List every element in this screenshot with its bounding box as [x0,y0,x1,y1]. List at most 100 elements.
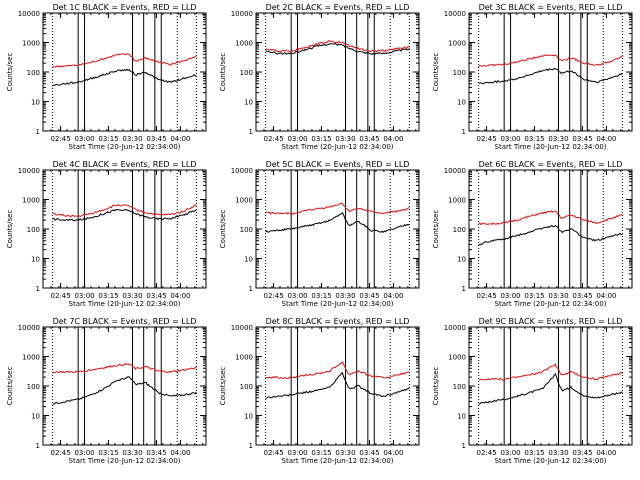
panel-1: Det 1C BLACK = Events, RED = LLD 1 10 100 10… [6,3,207,151]
x-tick-label: 04:00 [596,135,616,143]
x-tick-label: 03:30 [548,135,568,143]
y-tick-label: 10 [457,413,466,421]
x-tick-label: 03:00 [287,135,307,143]
x-axis-label: Start Time (20-Jun-12 02:34:00) [69,143,181,151]
x-tick-label: 03:45 [359,292,379,300]
lld-series-line [478,363,623,381]
panel-6: Det 6C BLACK = Events, RED = LLD 1 10 100 10… [432,160,633,308]
y-axis-label: Counts/sec [219,53,227,92]
x-tick-label: 03:00 [500,449,520,457]
y-axis-label: Counts/sec [432,53,440,92]
x-axis-label: Start Time (20-Jun-12 02:34:00) [282,300,394,308]
y-tick-label: 10000 [18,10,40,18]
y-tick-label: 10 [457,99,466,107]
x-tick-label: 02:45 [50,449,70,457]
x-tick-label: 04:00 [596,449,616,457]
lld-series-line [265,361,410,380]
x-tick-label: 03:30 [122,135,142,143]
panel-title: Det 1C BLACK = Events, RED = LLD [53,3,197,12]
y-tick-label: 100 [453,383,466,391]
y-tick-label: 100 [27,226,40,234]
y-tick-label: 10 [244,99,253,107]
x-tick-label: 04:00 [383,135,403,143]
x-tick-label: 03:45 [572,135,592,143]
x-tick-label: 03:30 [122,449,142,457]
panel-3: Det 3C BLACK = Events, RED = LLD 1 10 100 10… [432,3,633,151]
x-tick-label: 03:15 [311,449,331,457]
y-tick-label: 10000 [18,167,40,175]
panel-9: Det 9C BLACK = Events, RED = LLD 1 10 100 10… [432,317,633,465]
y-tick-label: 10000 [231,324,253,332]
y-tick-label: 1 [462,442,466,450]
y-tick-label: 10 [31,256,40,264]
x-tick-label: 03:00 [500,292,520,300]
y-tick-label: 10 [31,413,40,421]
panel-8: Det 8C BLACK = Events, RED = LLD 1 10 100 10… [219,317,420,465]
y-tick-label: 100 [27,383,40,391]
x-tick-label: 02:45 [476,292,496,300]
x-tick-label: 03:15 [98,135,118,143]
x-axis-label: Start Time (20-Jun-12 02:34:00) [69,300,181,308]
plot-frame [468,12,633,132]
x-tick-label: 03:45 [359,449,379,457]
y-tick-label: 1 [36,442,40,450]
events-series-line [52,376,197,405]
lld-series-line [265,202,410,215]
lld-series-line [478,54,623,68]
y-tick-label: 10 [244,256,253,264]
y-tick-label: 1 [462,285,466,293]
y-tick-label: 1 [249,442,253,450]
lld-series-line [52,52,197,68]
x-tick-label: 03:30 [335,135,355,143]
x-tick-label: 03:00 [74,135,94,143]
x-axis-label: Start Time (20-Jun-12 02:34:00) [69,457,181,465]
y-tick-label: 10000 [231,167,253,175]
y-tick-label: 100 [240,383,253,391]
panel-title: Det 9C BLACK = Events, RED = LLD [479,317,623,326]
lld-series-line [265,40,410,53]
events-series-line [265,212,410,234]
x-tick-label: 02:45 [263,449,283,457]
plot-frame [468,169,633,289]
y-tick-label: 1000 [448,354,466,362]
events-series-line [478,224,623,246]
x-tick-label: 02:45 [476,135,496,143]
x-axis-label: Start Time (20-Jun-12 02:34:00) [495,143,607,151]
lld-series-line [52,203,197,218]
x-tick-label: 02:45 [476,449,496,457]
x-tick-label: 02:45 [50,292,70,300]
x-tick-label: 02:45 [263,135,283,143]
y-axis-label: Counts/sec [219,367,227,406]
plot-frame [255,12,420,132]
panel-5: Det 5C BLACK = Events, RED = LLD 1 10 100 10… [219,160,420,308]
x-axis-label: Start Time (20-Jun-12 02:34:00) [282,457,394,465]
y-tick-label: 10 [31,99,40,107]
y-tick-label: 100 [453,69,466,77]
x-tick-label: 03:45 [146,449,166,457]
x-tick-label: 03:45 [359,135,379,143]
events-series-line [52,68,197,87]
y-tick-label: 10000 [231,10,253,18]
x-tick-label: 04:00 [596,292,616,300]
y-tick-label: 100 [27,69,40,77]
y-tick-label: 1 [249,285,253,293]
panel-title: Det 5C BLACK = Events, RED = LLD [266,160,410,169]
y-tick-label: 1000 [448,40,466,48]
y-tick-label: 1000 [22,40,40,48]
panel-title: Det 8C BLACK = Events, RED = LLD [266,317,410,326]
x-tick-label: 04:00 [170,292,190,300]
events-series-line [265,371,410,399]
x-axis-label: Start Time (20-Jun-12 02:34:00) [495,457,607,465]
plot-frame [42,169,207,289]
plot-frame [42,326,207,446]
x-tick-label: 03:00 [74,292,94,300]
y-tick-label: 1 [36,128,40,136]
x-axis-label: Start Time (20-Jun-12 02:34:00) [282,143,394,151]
y-tick-label: 1000 [235,197,253,205]
y-tick-label: 10000 [444,324,466,332]
x-tick-label: 02:45 [50,135,70,143]
panel-4: Det 4C BLACK = Events, RED = LLD 1 10 100 10… [6,160,207,308]
y-tick-label: 1000 [448,197,466,205]
x-tick-label: 04:00 [170,135,190,143]
